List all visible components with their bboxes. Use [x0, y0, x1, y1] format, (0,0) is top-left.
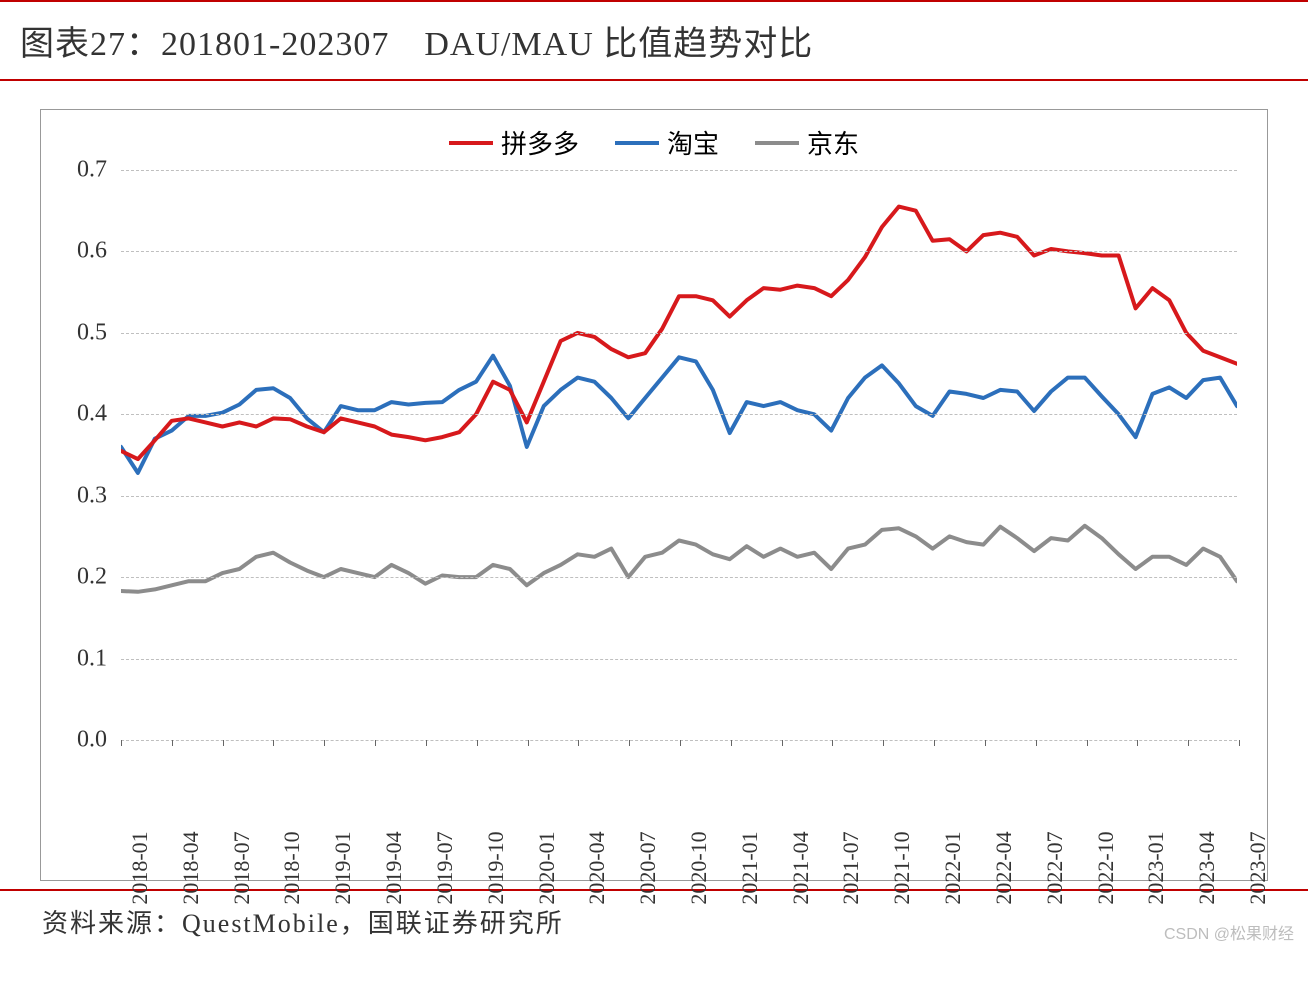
x-tick-label: 2021-07	[838, 831, 864, 904]
gridline	[121, 414, 1237, 415]
x-tick-label: 2019-07	[432, 831, 458, 904]
x-axis: 2018-012018-042018-072018-102019-012019-…	[121, 748, 1237, 876]
y-tick-label: 0.0	[77, 727, 107, 754]
legend-item: 京东	[755, 124, 859, 161]
x-tick-mark	[1188, 740, 1189, 746]
x-tick-label: 2022-07	[1042, 831, 1068, 904]
x-tick-mark	[782, 740, 783, 746]
gridline	[121, 659, 1237, 660]
legend-swatch	[615, 141, 659, 145]
y-tick-label: 0.4	[77, 401, 107, 428]
legend-label: 京东	[807, 129, 859, 159]
plot-area	[121, 170, 1237, 740]
line-svg	[121, 170, 1237, 740]
x-tick-label: 2018-07	[229, 831, 255, 904]
gridline	[121, 333, 1237, 334]
x-tick-mark	[1087, 740, 1088, 746]
x-tick-mark	[172, 740, 173, 746]
legend-swatch	[449, 141, 493, 145]
legend-label: 淘宝	[667, 129, 719, 159]
x-tick-label: 2021-01	[737, 831, 763, 904]
chart-area: 拼多多 淘宝 京东 0.0 0.1 0.2 0.3 0.4 0.5 0.6 0.7 2018-01…	[40, 109, 1268, 881]
x-tick-label: 2020-10	[686, 831, 712, 904]
x-tick-mark	[934, 740, 935, 746]
x-tick-label: 2019-10	[483, 831, 509, 904]
x-tick-mark	[578, 740, 579, 746]
x-tick-label: 2023-07	[1245, 831, 1271, 904]
x-tick-label: 2023-01	[1143, 831, 1169, 904]
x-tick-label: 2021-10	[889, 831, 915, 904]
x-tick-mark	[273, 740, 274, 746]
x-tick-label: 2022-01	[940, 831, 966, 904]
legend-item: 淘宝	[615, 124, 719, 161]
series-line	[121, 526, 1237, 592]
x-tick-mark	[528, 740, 529, 746]
y-tick-label: 0.5	[77, 319, 107, 346]
x-tick-label: 2018-01	[127, 831, 153, 904]
x-tick-label: 2022-10	[1093, 831, 1119, 904]
x-tick-mark	[680, 740, 681, 746]
x-tick-mark	[1036, 740, 1037, 746]
y-axis: 0.00.10.20.30.40.50.60.7	[41, 170, 115, 740]
x-tick-mark	[426, 740, 427, 746]
x-tick-label: 2022-04	[991, 831, 1017, 904]
y-tick-label: 0.2	[77, 564, 107, 591]
gridline	[121, 251, 1237, 252]
x-tick-mark	[1239, 740, 1240, 746]
x-tick-label: 2020-01	[534, 831, 560, 904]
legend: 拼多多 淘宝 京东	[41, 110, 1267, 161]
x-tick-mark	[629, 740, 630, 746]
gridline	[121, 496, 1237, 497]
x-tick-label: 2019-01	[330, 831, 356, 904]
x-tick-mark	[832, 740, 833, 746]
legend-swatch	[755, 141, 799, 145]
gridline	[121, 170, 1237, 171]
legend-item: 拼多多	[449, 124, 579, 161]
y-tick-label: 0.6	[77, 238, 107, 265]
x-tick-mark	[324, 740, 325, 746]
x-tick-label: 2023-04	[1194, 831, 1220, 904]
y-tick-label: 0.3	[77, 482, 107, 509]
x-tick-mark	[985, 740, 986, 746]
x-tick-mark	[731, 740, 732, 746]
y-tick-label: 0.7	[77, 157, 107, 184]
legend-label: 拼多多	[501, 129, 579, 159]
x-tick-mark	[1137, 740, 1138, 746]
x-tick-mark	[883, 740, 884, 746]
gridline	[121, 577, 1237, 578]
chart-title: 图表27：201801-202307 DAU/MAU 比值趋势对比	[0, 0, 1308, 81]
x-tick-label: 2021-04	[788, 831, 814, 904]
watermark: CSDN @松果财经	[1164, 920, 1294, 944]
x-tick-label: 2018-10	[279, 831, 305, 904]
x-tick-label: 2020-07	[635, 831, 661, 904]
x-tick-label: 2020-04	[584, 831, 610, 904]
x-tick-label: 2019-04	[381, 831, 407, 904]
x-tick-mark	[223, 740, 224, 746]
x-tick-mark	[375, 740, 376, 746]
x-tick-label: 2018-04	[178, 831, 204, 904]
x-tick-mark	[477, 740, 478, 746]
x-tick-mark	[121, 740, 122, 746]
gridline	[121, 740, 1237, 741]
y-tick-label: 0.1	[77, 645, 107, 672]
